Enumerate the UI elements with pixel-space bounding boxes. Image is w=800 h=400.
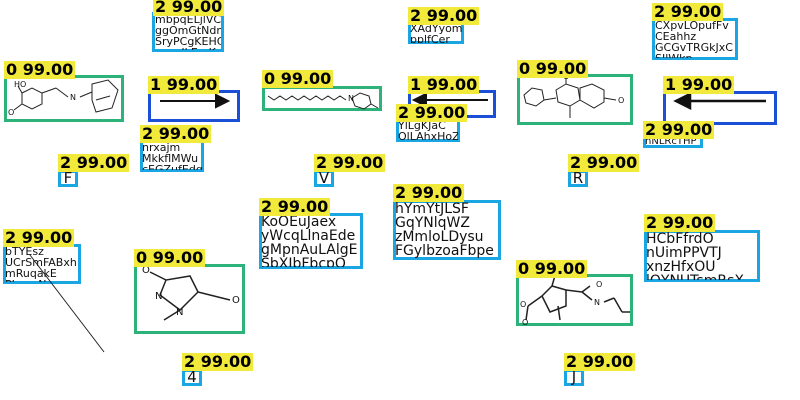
- atom-label: O: [520, 300, 527, 309]
- score-tag: 2 99.00: [259, 197, 331, 216]
- char-j: J: [571, 368, 577, 386]
- score-tag: 2 99.00: [3, 228, 75, 247]
- score-tag: 2 99.00: [408, 6, 480, 25]
- atom-label: N: [176, 308, 184, 318]
- score-tag: 0 99.00: [516, 259, 588, 278]
- score-tag: 2 99.00: [652, 2, 724, 21]
- score-tag: 2 99.00: [393, 183, 465, 202]
- atom-label: O: [232, 296, 240, 306]
- score-tag: 2 99.00: [314, 153, 386, 172]
- molecule-structure-2: [267, 92, 379, 110]
- atom-label: N: [70, 93, 76, 102]
- left-arrow-icon: [673, 91, 766, 111]
- text-region-content: CXpvLOpufFv CEahhz GCGvTRGkJxC SIlWkp: [655, 20, 733, 58]
- score-tag: 2 99.00: [396, 103, 468, 122]
- text-region-content: nrxajm MkkflMWu cEGZufEdq: [142, 142, 202, 170]
- atom-label: O: [618, 96, 625, 105]
- atom-label: O: [522, 318, 529, 327]
- score-tag: 2 99.00: [564, 352, 636, 371]
- char-r: R: [572, 169, 584, 187]
- text-region-content: hNLRcTHP: [645, 137, 697, 147]
- atom-label: HO: [14, 80, 27, 89]
- score-tag: 2 99.00: [568, 153, 640, 172]
- text-region-content: XAdYyom pplfCer: [410, 23, 462, 43]
- score-tag: 2 99.00: [643, 120, 715, 139]
- char-v: V: [318, 169, 330, 187]
- char-f: F: [63, 169, 73, 187]
- molecule-structure-1: [13, 79, 119, 113]
- score-tag: 0 99.00: [4, 60, 76, 79]
- score-tag: 1 99.00: [408, 75, 480, 94]
- atom-label: N: [155, 292, 163, 302]
- atom-label: N: [348, 94, 354, 103]
- score-tag: 2 99.00: [140, 124, 212, 143]
- score-tag: 0 99.00: [517, 59, 589, 78]
- score-tag: 0 99.00: [262, 69, 334, 88]
- atom-label: N: [594, 298, 600, 307]
- stray-line: [29, 254, 105, 353]
- score-tag: 1 99.00: [148, 75, 220, 94]
- char-4: 4: [187, 368, 197, 386]
- score-tag: 1 99.00: [663, 75, 735, 94]
- score-tag: 2 99.00: [153, 0, 225, 16]
- text-region-content: bTYEsz UCrSmFABxh mRuqakE PLgvqNw: [5, 246, 77, 282]
- score-tag: 2 99.00: [182, 352, 254, 371]
- molecule-structure-4: [149, 271, 231, 321]
- text-region-content: YlLgKJaC OlLAhxHoZ: [398, 120, 458, 140]
- right-arrow-icon: [160, 93, 231, 109]
- left-arrow-icon: [411, 92, 488, 108]
- text-region-content: KoOEuJaex yWcqLlnaEde gMpnAuLAlgE SbXJbF…: [261, 215, 358, 267]
- text-region-content: mbpqELjlVCv ggOmGtNdm SryPCgKEHC zgeglkE…: [155, 14, 221, 50]
- score-tag: 2 99.00: [644, 213, 716, 232]
- score-tag: 0 99.00: [134, 248, 206, 267]
- molecule-structure-3: [523, 78, 617, 118]
- atom-label: O: [142, 266, 150, 276]
- atom-label: O: [8, 108, 15, 117]
- text-region-content: hYmYtJLSF GqYNlqWZ zMmloLDysu FGylbzoaFb…: [395, 202, 494, 258]
- molecule-structure-5: [525, 271, 630, 321]
- atom-label: O: [596, 280, 603, 289]
- score-tag: 2 99.00: [58, 153, 130, 172]
- text-region-content: HCbFfrdO nUimPPVTJ xnzHfxOU lQYNUTsmRsX: [646, 232, 744, 280]
